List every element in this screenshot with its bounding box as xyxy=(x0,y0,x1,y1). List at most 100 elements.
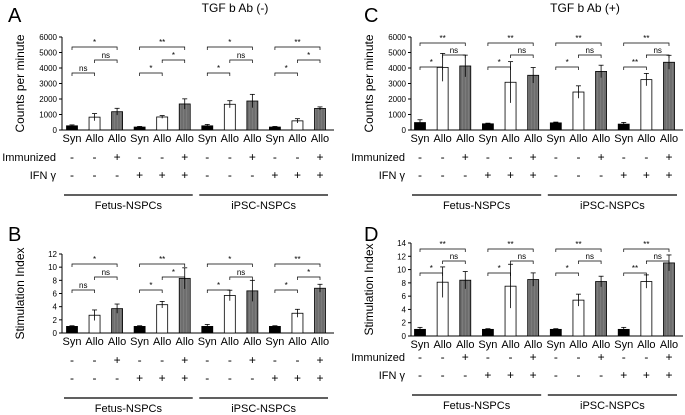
significance-bracket xyxy=(419,248,466,252)
immunized-sign: + xyxy=(665,350,672,364)
immunized-sign: - xyxy=(273,353,277,367)
ifn-sign: - xyxy=(115,168,119,182)
x-tick-label: Syn xyxy=(614,133,633,145)
ifn-sign: + xyxy=(620,368,627,382)
x-tick-label: Allo xyxy=(569,133,587,145)
y-tick-label: 4 xyxy=(53,303,58,312)
significance-label: ** xyxy=(440,240,446,249)
ifn-sign: + xyxy=(294,371,301,385)
x-tick-label: Allo xyxy=(288,133,306,145)
immunized-sign: + xyxy=(181,353,188,367)
x-tick-label: Allo xyxy=(85,336,103,348)
immunized-sign: - xyxy=(138,353,142,367)
significance-label: ns xyxy=(79,64,87,73)
significance-bracket xyxy=(555,272,579,276)
ifn-sign: - xyxy=(115,371,119,385)
x-tick-label: Allo xyxy=(221,133,239,145)
x-tick-label: Syn xyxy=(198,133,217,145)
significance-label: ** xyxy=(159,255,165,264)
ifn-sign: - xyxy=(70,371,74,385)
significance-bracket xyxy=(206,46,253,50)
ifn-sign: + xyxy=(643,168,650,182)
immunized-sign: - xyxy=(644,150,648,164)
significance-bracket xyxy=(623,248,670,252)
immunized-sign: + xyxy=(530,150,537,164)
immunized-sign: - xyxy=(486,150,490,164)
x-tick-label: Allo xyxy=(311,336,329,348)
ifn-sign: + xyxy=(159,371,166,385)
ifn-sign: - xyxy=(250,168,254,182)
y-tick-label: 10 xyxy=(48,263,57,272)
bar xyxy=(595,281,607,337)
significance-bracket xyxy=(71,72,95,76)
ifn-sign: + xyxy=(294,168,301,182)
immunized-sign: - xyxy=(441,350,445,364)
significance-label: * xyxy=(93,255,96,264)
significance-bracket xyxy=(419,42,466,46)
significance-bracket xyxy=(419,272,443,276)
significance-bracket xyxy=(297,276,321,280)
bar xyxy=(527,74,540,131)
ifn-sign: + xyxy=(665,168,672,182)
ifn-sign: - xyxy=(93,168,97,182)
panel-letter: D xyxy=(364,224,378,246)
x-tick-label: Syn xyxy=(63,336,82,348)
ifn-sign: - xyxy=(463,168,467,182)
y-tick-label: 2 xyxy=(53,316,58,325)
ifn-sign: + xyxy=(507,168,514,182)
significance-bracket xyxy=(555,42,602,46)
x-tick-label: Allo xyxy=(288,336,306,348)
y-tick-label: 6 xyxy=(402,292,407,301)
bar xyxy=(314,287,326,334)
group-label: Fetus-NSPCs xyxy=(95,200,163,212)
significance-label: ns xyxy=(653,46,661,55)
bar xyxy=(66,326,78,334)
significance-bracket xyxy=(274,72,298,76)
x-tick-label: Allo xyxy=(153,336,171,348)
significance-bracket xyxy=(206,72,231,76)
significance-bracket xyxy=(71,289,95,293)
significance-bracket xyxy=(71,263,118,267)
significance-label: * xyxy=(172,268,175,277)
significance-label: * xyxy=(228,255,231,264)
significance-bracket xyxy=(646,54,670,58)
significance-bracket xyxy=(139,263,186,267)
x-tick-label: Syn xyxy=(265,336,284,348)
row-label-ifn: IFN γ xyxy=(30,170,57,182)
significance-label: ns xyxy=(237,268,245,277)
x-tick-label: Allo xyxy=(243,336,261,348)
x-tick-label: Allo xyxy=(85,133,103,145)
significance-bracket xyxy=(555,66,579,70)
x-tick-label: Syn xyxy=(478,133,497,145)
immunized-sign: + xyxy=(249,353,256,367)
immunized-sign: - xyxy=(509,350,513,364)
ifn-sign: - xyxy=(554,168,558,182)
y-tick-label: 5000 xyxy=(388,49,406,58)
immunized-sign: - xyxy=(554,350,558,364)
y-tick-label: 0 xyxy=(402,126,407,135)
significance-bracket xyxy=(419,66,443,70)
ifn-sign: - xyxy=(250,371,254,385)
ifn-sign: - xyxy=(418,368,422,382)
immunized-sign: - xyxy=(160,353,164,367)
immunized-sign: + xyxy=(598,150,605,164)
y-tick-label: 5000 xyxy=(39,49,57,58)
significance-label: ** xyxy=(440,34,446,43)
significance-label: ns xyxy=(518,252,526,261)
x-tick-label: Allo xyxy=(456,339,474,351)
immunized-sign: + xyxy=(598,350,605,364)
ifn-sign: - xyxy=(441,168,445,182)
y-tick-label: 3000 xyxy=(388,80,406,89)
bar xyxy=(269,326,281,334)
group-label: iPSC-NSPCs xyxy=(580,200,645,212)
significance-label: ns xyxy=(450,252,458,261)
y-tick-label: 6000 xyxy=(388,33,406,42)
x-tick-label: Allo xyxy=(637,133,655,145)
significance-bracket xyxy=(94,276,118,280)
significance-bracket xyxy=(623,42,670,46)
ifn-sign: + xyxy=(181,168,188,182)
x-tick-label: Allo xyxy=(637,339,655,351)
y-tick-label: 14 xyxy=(397,239,406,248)
x-tick-label: Allo xyxy=(311,133,329,145)
